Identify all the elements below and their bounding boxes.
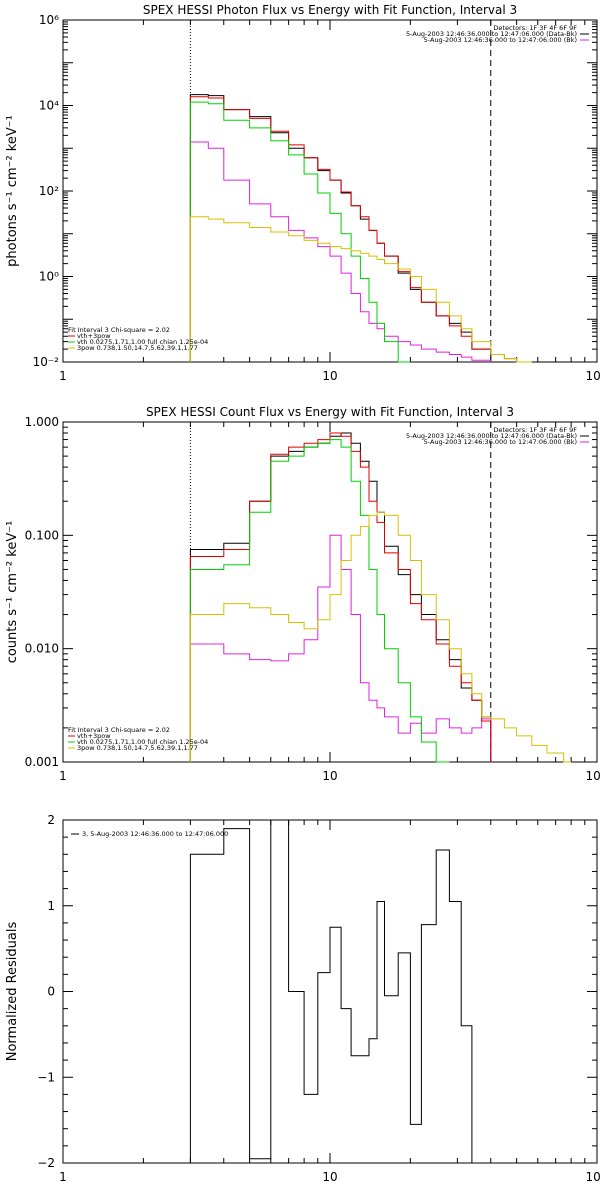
fit-legend-text: vth+3pow	[77, 732, 111, 740]
y-tick-label: 0.100	[25, 528, 59, 542]
y-axis-label-1: photons s⁻¹ cm⁻² keV⁻¹	[5, 115, 20, 267]
fit-summary-text: Fit Interval 3 Chi-square = 2.02	[68, 326, 170, 334]
series-line-vth-3pow	[189, 432, 492, 762]
chart-title-2: SPEX HESSI Count Flux vs Energy with Fit…	[146, 405, 514, 419]
y-tick-label: 10⁶	[39, 13, 59, 27]
y-tick-label: −1	[37, 1070, 55, 1084]
y-tick-label: 0.010	[25, 642, 59, 656]
plot-frame-1	[62, 19, 598, 363]
series-line-vth-3pow	[189, 96, 532, 363]
y-tick-label: 2	[47, 813, 55, 827]
header-line: Detectors: 1F 3F 4F 6F 9F	[493, 24, 577, 32]
y-tick-label: 10²	[39, 184, 59, 198]
legend-text-residual: 3, 5-Aug-2003 12:46:36.000 to 12:47:06.0…	[82, 830, 228, 838]
x-tick-label: 100	[586, 369, 600, 383]
x-tick-label: 10	[322, 769, 337, 783]
y-tick-label: 10⁴	[39, 99, 59, 113]
series-line-bk	[189, 534, 492, 762]
header-line: 5-Aug-2003 12:46:36.000 to 12:47:06.000 …	[406, 432, 577, 440]
x-tick-label: 10	[322, 369, 337, 383]
header-line: 5-Aug-2003 12:46:36.000 to 12:47:06.000 …	[424, 438, 577, 446]
fit-legend-text: vth+3pow	[77, 332, 111, 340]
plot-frame-2	[62, 421, 598, 763]
y-axis-label-2: counts s⁻¹ cm⁻² keV⁻¹	[5, 521, 20, 664]
x-tick-label: 10	[322, 1170, 337, 1184]
y-axis-label-3: Normalized Residuals	[5, 922, 20, 1062]
y-tick-label: 0	[47, 985, 55, 999]
series-line-3pow	[189, 511, 572, 763]
chart-title-1: SPEX HESSI Photon Flux vs Energy with Fi…	[143, 3, 517, 17]
x-tick-label: 1	[59, 369, 67, 383]
plot-frame-3	[62, 819, 598, 1164]
header-line: 5-Aug-2003 12:46:36.000 to 12:47:06.000 …	[424, 36, 577, 44]
fit-summary-text: Fit Interval 3 Chi-square = 2.02	[68, 726, 170, 734]
y-tick-label: 10⁻²	[33, 355, 60, 369]
header-line: 5-Aug-2003 12:46:36.000 to 12:47:06.000 …	[406, 30, 577, 38]
y-tick-label: 10⁰	[39, 270, 59, 284]
fit-legend-text: vth 0.0275,1.71,1.00 full chian 1.25e-04	[77, 738, 208, 746]
fit-legend-text: 3pow 0.738,1.50,14.7,5.62,39.1,1.77	[77, 744, 198, 752]
series-line-data-bk	[189, 432, 492, 762]
fit-legend-text: vth 0.0275,1.71,1.00 full chian 1.25e-04	[77, 338, 208, 346]
series-line-data-bk	[189, 94, 492, 362]
y-tick-label: −2	[37, 1156, 55, 1170]
series-line-bk	[189, 141, 492, 362]
y-tick-label: 0.001	[25, 755, 59, 769]
x-tick-label: 100	[586, 769, 600, 783]
x-tick-label: 1	[59, 769, 67, 783]
header-line: Detectors: 1F 3F 4F 6F 9F	[493, 426, 577, 434]
x-tick-label: 1	[59, 1170, 67, 1184]
x-tick-label: 100	[586, 1170, 600, 1184]
series-line-3	[189, 819, 491, 1164]
y-tick-label: 1	[47, 899, 55, 913]
y-tick-label: 1.000	[25, 415, 59, 429]
series-line-vth	[189, 439, 450, 763]
series-line-3pow	[189, 216, 532, 363]
fit-legend-text: 3pow 0.738,1.50,14.7,5.62,39.1,1.77	[77, 344, 198, 352]
series-line-vth	[189, 101, 411, 363]
